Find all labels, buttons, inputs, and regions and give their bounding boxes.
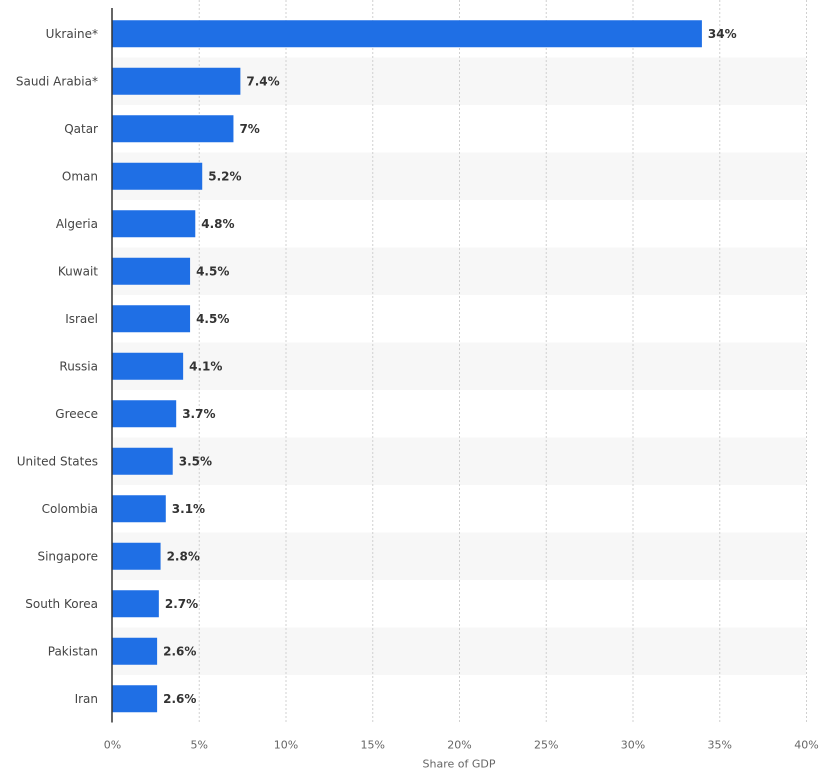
category-label: Colombia <box>42 502 98 516</box>
category-label: Greece <box>55 407 98 421</box>
category-label: United States <box>17 454 98 468</box>
x-tick-label: 10% <box>274 739 298 752</box>
x-axis-title: Share of GDP <box>423 758 496 771</box>
x-tick-label: 5% <box>191 739 208 752</box>
x-tick-label: 40% <box>794 739 818 752</box>
bar <box>112 210 196 238</box>
value-label: 5.2% <box>208 169 241 183</box>
value-labels: 34% 7.4% 7% 5.2% 4.8% 4.5% 4.5% 4.1% 3.7% 3.5% 3.1… <box>163 27 737 706</box>
bar <box>112 352 184 380</box>
x-tick-label: 35% <box>708 739 732 752</box>
category-label: Oman <box>62 169 98 183</box>
bar <box>112 115 234 143</box>
value-label: 7.4% <box>246 74 279 88</box>
category-label: Russia <box>59 359 98 373</box>
x-tick-label: 15% <box>361 739 385 752</box>
bar <box>112 590 159 618</box>
bar <box>112 162 203 190</box>
value-label: 2.7% <box>165 597 198 611</box>
category-label: Israel <box>65 312 98 326</box>
category-label: Ukraine* <box>46 27 98 41</box>
row-band <box>112 627 806 675</box>
category-label: Singapore <box>37 549 98 563</box>
bar <box>112 67 241 95</box>
value-label: 2.8% <box>167 549 200 563</box>
category-label: Algeria <box>56 217 98 231</box>
value-label: 4.5% <box>196 312 229 326</box>
bar <box>112 20 702 48</box>
value-label: 3.1% <box>172 502 205 516</box>
category-label: Saudi Arabia* <box>16 74 98 88</box>
value-label: 3.7% <box>182 407 215 421</box>
x-tick-label: 20% <box>447 739 471 752</box>
value-label: 2.6% <box>163 692 196 706</box>
category-label: South Korea <box>25 597 98 611</box>
row-band <box>112 342 806 390</box>
category-labels: Ukraine* Saudi Arabia* Qatar Oman Algeria Kuw… <box>16 27 98 706</box>
category-label: Pakistan <box>48 644 98 658</box>
category-label: Qatar <box>64 122 98 136</box>
row-band <box>112 247 806 295</box>
bar <box>112 542 161 570</box>
x-tick-labels: 0% 5% 10% 15% 20% 25% 30% 35% 40% <box>104 739 819 752</box>
x-tick-label: 25% <box>534 739 558 752</box>
value-label: 2.6% <box>163 644 196 658</box>
bars <box>112 20 702 713</box>
bar <box>112 305 191 333</box>
value-label: 3.5% <box>179 454 212 468</box>
x-tick-label: 30% <box>621 739 645 752</box>
value-label: 34% <box>708 27 737 41</box>
category-label: Iran <box>75 692 98 706</box>
category-label: Kuwait <box>58 264 98 278</box>
x-tick-label: 0% <box>104 739 121 752</box>
bar <box>112 637 158 665</box>
bar <box>112 447 173 475</box>
value-label: 4.8% <box>201 217 234 231</box>
value-label: 7% <box>239 122 259 136</box>
bar <box>112 495 166 523</box>
bar <box>112 400 177 428</box>
bar <box>112 257 191 285</box>
value-label: 4.5% <box>196 264 229 278</box>
bar <box>112 685 158 713</box>
value-label: 4.1% <box>189 359 222 373</box>
